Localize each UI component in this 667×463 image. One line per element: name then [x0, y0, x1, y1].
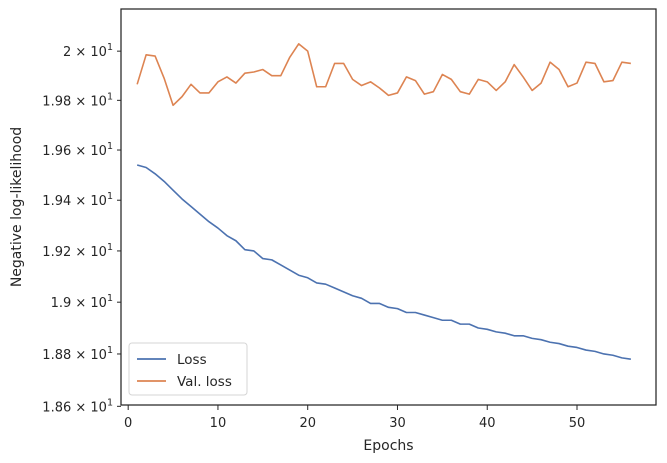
y-tick-label: 1.86 × 101: [42, 397, 113, 415]
y-tick-label: 1.94 × 101: [42, 191, 113, 209]
y-axis-ticks: 1.86 × 101 1.88 × 101 1.9 × 101 1.92 × 101 1…: [42, 42, 121, 415]
x-axis-label: Epochs: [363, 438, 413, 454]
x-tick-label: 0: [124, 416, 132, 431]
plot-area-border: [120, 8, 657, 406]
x-tick-label: 30: [389, 416, 406, 431]
y-tick-label: 1.96 × 101: [42, 141, 113, 159]
y-tick-label: 1.9 × 101: [51, 293, 113, 311]
series-layer: [136, 43, 631, 360]
x-tick-label: 50: [569, 416, 586, 431]
y-tick-label: 1.98 × 101: [42, 91, 113, 109]
y-tick-label: 1.92 × 101: [42, 242, 113, 260]
legend-box: [128, 342, 248, 396]
x-tick-label: 20: [299, 416, 316, 431]
y-axis-label: Negative log-likelihood: [9, 127, 25, 287]
legend: Loss Val. loss: [128, 342, 248, 396]
x-axis-ticks: 0 10 20 30 40 50: [124, 405, 585, 431]
x-tick-label: 40: [479, 416, 496, 431]
x-tick-label: 10: [210, 416, 227, 431]
y-tick-label: 1.88 × 101: [42, 345, 113, 363]
axes-frame: [120, 8, 657, 406]
legend-entry-label: Val. loss: [177, 374, 232, 390]
y-tick-label: 2 × 101: [63, 42, 113, 60]
series-line-loss: [136, 164, 631, 360]
legend-entry-label: Loss: [177, 352, 207, 368]
series-line-val-loss: [136, 43, 631, 107]
